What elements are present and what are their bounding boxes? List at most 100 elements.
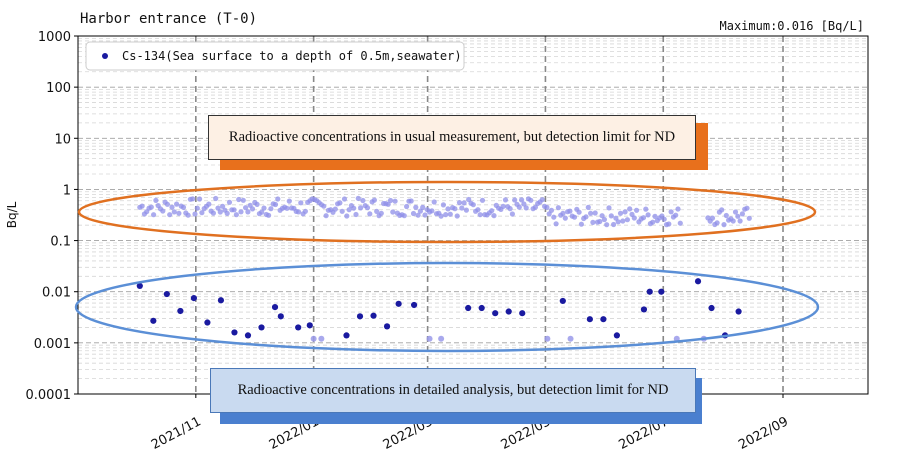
nd-band-point	[213, 195, 219, 202]
nd-band-point	[367, 211, 373, 217]
nd-band-point	[422, 212, 428, 218]
nd-band-point	[164, 201, 170, 207]
nd-band-point	[590, 219, 596, 225]
nd-band-point	[231, 207, 237, 213]
nd-band-point	[597, 218, 603, 225]
nd-band-point	[199, 210, 205, 216]
data-point	[217, 297, 225, 304]
nd-band-point	[332, 206, 338, 212]
nd-band-point	[620, 218, 626, 224]
nd-band-point	[528, 197, 534, 203]
data-point	[306, 322, 313, 329]
nd-band-point	[555, 205, 562, 211]
data-point	[395, 300, 402, 307]
nd-band-point	[622, 209, 628, 215]
nd-point	[567, 335, 574, 342]
nd-band-point	[617, 210, 624, 216]
callout-text: Radioactive concentrations in detailed a…	[210, 368, 696, 413]
data-point	[163, 290, 170, 298]
nd-band-point	[640, 215, 647, 221]
nd-band-point	[512, 197, 518, 203]
legend: Cs-134(Sea surface to a depth of 0.5m,se…	[85, 41, 465, 71]
data-point	[370, 312, 377, 319]
y-tick-label: 10	[54, 132, 71, 147]
data-point	[150, 317, 157, 324]
nd-band-point	[463, 207, 469, 213]
nd-band-point	[171, 209, 177, 215]
data-point	[258, 324, 265, 331]
nd-band-point	[410, 210, 417, 217]
data-point	[410, 301, 418, 309]
nd-band-point	[240, 197, 246, 203]
nd-band-point	[666, 221, 672, 227]
y-tick-label: 0.0001	[26, 388, 72, 403]
y-tick-label: 0.01	[42, 286, 71, 301]
nd-band-point	[148, 204, 154, 210]
nd-band-point	[355, 195, 361, 201]
y-axis-ticks: 0.0001 0.001 0.01 0.1 1 10 100 1000	[26, 30, 78, 403]
nd-band-point	[249, 206, 256, 212]
nd-band-point	[604, 222, 610, 228]
data-point	[244, 332, 252, 339]
nd-band-point	[167, 212, 173, 218]
nd-band-point	[643, 206, 649, 212]
nd-band-point	[295, 209, 302, 215]
nd-band-point	[185, 212, 191, 218]
nd-band-point	[298, 200, 304, 206]
nd-band-point	[139, 203, 145, 209]
x-tick-label: 2021/11	[149, 414, 204, 449]
nd-band-point	[385, 201, 391, 207]
nd-band-point	[194, 205, 200, 211]
nd-band-point	[341, 196, 348, 202]
nd-band-point	[440, 202, 446, 208]
nd-band-point	[502, 197, 509, 203]
nd-band-point	[585, 204, 591, 210]
nd-band-point	[652, 213, 658, 219]
nd-band-point	[634, 207, 640, 213]
nd-band-point	[714, 220, 720, 226]
nd-band-point	[302, 208, 308, 214]
data-point	[231, 329, 238, 336]
nd-band-point	[583, 214, 589, 220]
nd-band-point	[523, 205, 529, 211]
nd-band-point	[601, 216, 608, 223]
nd-band-point	[571, 214, 578, 220]
nd-band-point	[606, 205, 612, 211]
nd-band-point	[576, 209, 582, 215]
nd-band-point	[673, 212, 679, 218]
maximum-label: Maximum:0.016 [Bq/L]	[720, 19, 865, 33]
nd-band-point	[592, 210, 598, 216]
nd-band-point	[578, 221, 585, 227]
data-point	[383, 323, 391, 330]
data-point	[271, 304, 279, 311]
nd-band-point	[562, 215, 568, 221]
nd-band-point	[420, 204, 426, 210]
nd-band-point	[509, 211, 515, 217]
nd-points-layer	[137, 195, 752, 228]
nd-band-point	[489, 208, 495, 214]
nd-band-point	[174, 201, 180, 207]
nd-band-point	[272, 201, 279, 208]
nd-band-point	[192, 211, 198, 217]
nd-band-point	[429, 208, 435, 214]
data-point	[204, 319, 211, 326]
nd-band-point	[567, 208, 573, 214]
nd-band-point	[401, 213, 407, 219]
data-point	[519, 310, 526, 317]
nd-band-point	[169, 204, 175, 210]
nd-band-point	[719, 207, 725, 213]
nd-band-point	[261, 205, 267, 211]
data-point	[190, 295, 197, 302]
nd-band-point	[392, 198, 398, 204]
legend-marker	[102, 53, 108, 59]
nd-band-point	[346, 207, 352, 213]
nd-band-point	[353, 211, 359, 218]
nd-band-point	[176, 210, 182, 216]
nd-band-point	[479, 197, 486, 203]
nd-band-point	[374, 208, 380, 214]
nd-band-point	[650, 219, 656, 225]
nd-band-point	[254, 201, 260, 207]
x-tick-label: 2022/09	[736, 414, 791, 449]
nd-band-point	[180, 204, 187, 210]
data-point	[708, 304, 715, 312]
